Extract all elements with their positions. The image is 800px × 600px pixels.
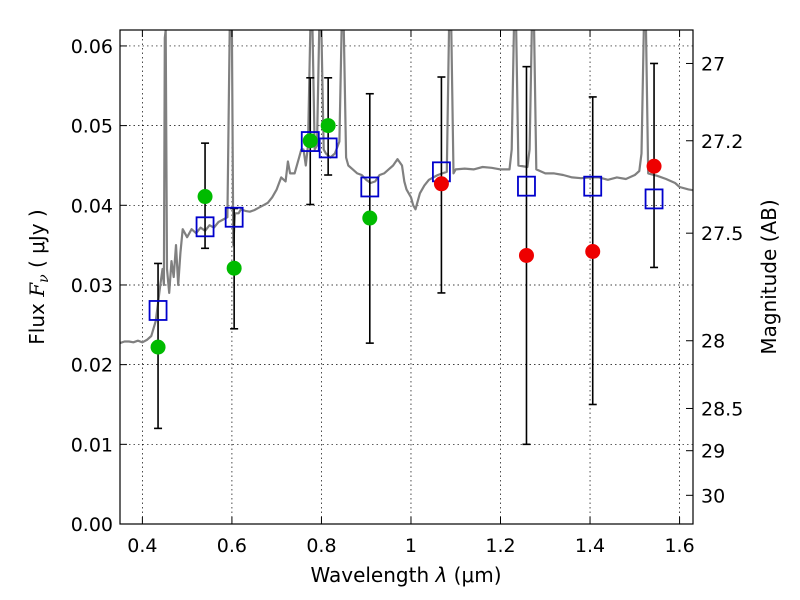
x-axis-label-pre: Wavelength xyxy=(310,563,435,587)
model-photometry-boxes xyxy=(148,131,664,321)
y2-tick-label: 27.2 xyxy=(701,131,743,153)
x-tick-label: 0.6 xyxy=(217,535,247,557)
observed-point-observed-optical xyxy=(226,260,242,276)
y-tick-label: 0.04 xyxy=(71,195,113,217)
x-axis-label-post: (μm) xyxy=(447,563,501,587)
y-tick-label: 0.02 xyxy=(71,355,113,377)
y-tick-label: 0.03 xyxy=(71,275,113,297)
observed-point-observed-optical xyxy=(362,210,378,226)
observed-point-observed-infrared xyxy=(518,247,534,263)
sed-template xyxy=(120,30,693,345)
model-photometry-point xyxy=(224,206,244,228)
y2-tick-label: 28 xyxy=(701,331,725,353)
y-axis-label-post: ( μJy ) xyxy=(25,209,49,274)
grid-lines xyxy=(120,30,693,525)
model-photometry-point xyxy=(195,216,215,238)
sed-template-line xyxy=(120,30,693,345)
model-photometry-point xyxy=(583,175,603,197)
y-axis-label-var: F xyxy=(25,282,49,298)
y-axis-label-pre: Flux xyxy=(25,297,49,345)
observed-points xyxy=(150,118,662,355)
observed-point-observed-optical xyxy=(150,339,166,355)
x-axis-label-var: λ xyxy=(434,563,447,587)
y2-tick-label: 29 xyxy=(701,441,725,463)
x-tick-label: 1.6 xyxy=(664,535,694,557)
y-axis-label-sub: ν xyxy=(36,274,52,283)
y2-tick-label: 30 xyxy=(701,485,725,507)
x-tick-label: 1 xyxy=(405,535,417,557)
model-photometry-point xyxy=(360,176,380,198)
model-photometry-point xyxy=(148,300,168,321)
model-photometry-point xyxy=(318,137,338,159)
y-tick-label: 0.00 xyxy=(71,514,113,536)
y2-tick-label: 28.5 xyxy=(701,398,743,420)
y-tick-label: 0.01 xyxy=(71,434,113,456)
y-tick-label: 0.06 xyxy=(71,36,113,58)
axis-ticks: 0.4 0.6 0.8 1 1.2 1.4 1.6 0.00 0.01 0.02 0.03 0.04 0… xyxy=(71,30,743,557)
observed-point-observed-infrared xyxy=(585,244,601,260)
observed-point-observed-optical xyxy=(320,118,336,134)
x-tick-label: 1.4 xyxy=(575,535,605,557)
y2-tick-label: 27 xyxy=(701,53,725,75)
x-axis-label: Wavelength λ (μm) xyxy=(310,563,501,587)
x-tick-label: 1.2 xyxy=(485,535,515,557)
x-tick-label: 0.8 xyxy=(306,535,336,557)
model-photometry-point xyxy=(300,131,320,152)
observed-point-observed-infrared xyxy=(646,158,662,174)
observed-point-observed-optical xyxy=(197,189,213,205)
y-tick-label: 0.05 xyxy=(71,116,113,138)
model-photometry-point xyxy=(517,175,536,197)
observed-point-observed-optical xyxy=(302,133,318,149)
y-axis-label: Flux Fν ( μJy ) xyxy=(25,209,52,344)
x-tick-label: 0.4 xyxy=(127,535,157,557)
model-photometry-point xyxy=(644,188,664,210)
y2-axis-label: Magnitude (AB) xyxy=(757,199,781,354)
observed-point-observed-infrared xyxy=(433,176,449,192)
y2-tick-label: 27.5 xyxy=(701,223,743,245)
plot-frame xyxy=(119,29,694,525)
